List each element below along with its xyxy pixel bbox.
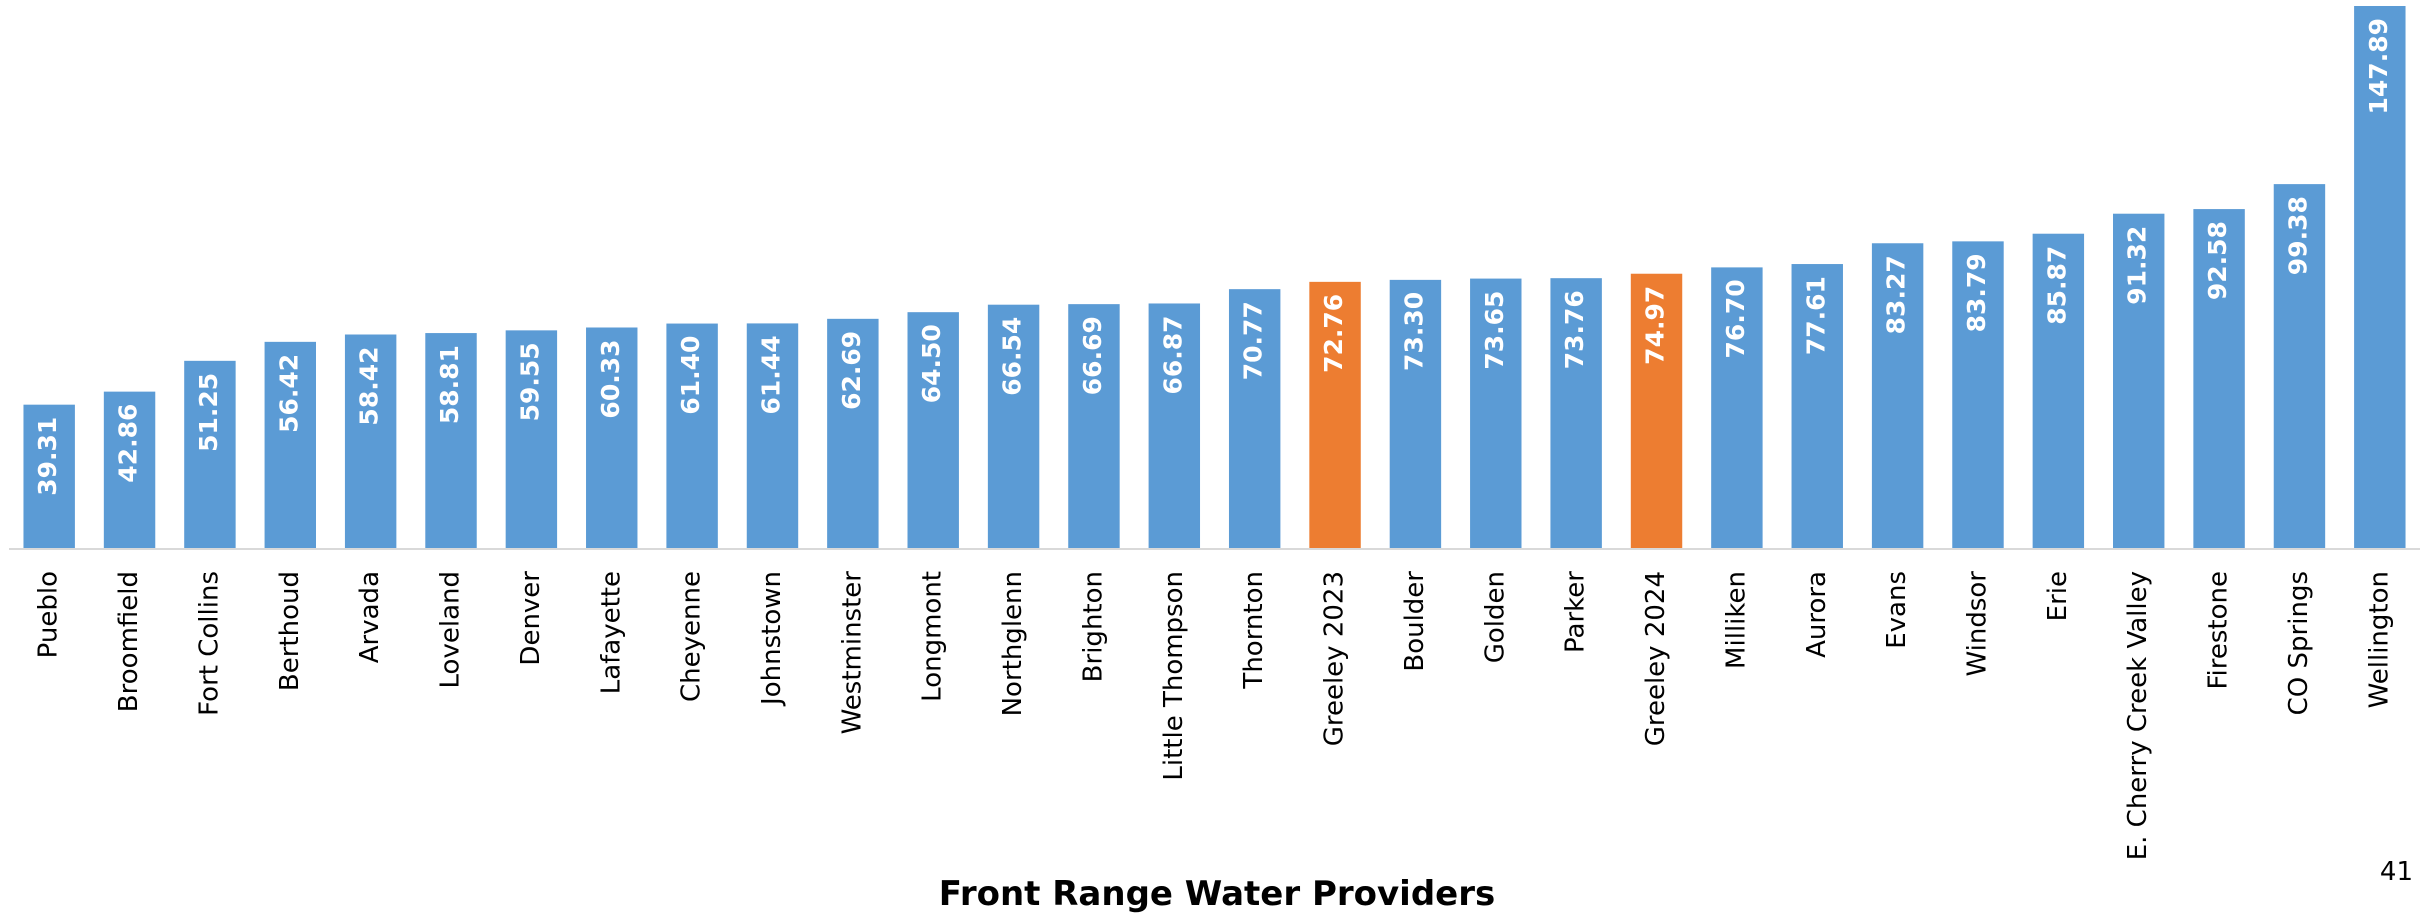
bar	[1791, 264, 1843, 549]
bar	[1871, 243, 1924, 549]
bar	[907, 312, 959, 549]
x-tick-label: CO Springs	[2284, 571, 2314, 715]
bar	[1148, 303, 1201, 549]
value-label: 66.69	[1078, 316, 1107, 395]
bar	[2032, 233, 2085, 549]
x-tick-label: Golden	[1480, 571, 1510, 663]
x-tick-label: Greeley 2023	[1320, 571, 1350, 746]
value-label: 56.42	[274, 354, 303, 433]
value-label: 70.77	[1239, 301, 1268, 380]
bar	[666, 323, 718, 549]
bar	[586, 327, 638, 549]
value-label: 91.32	[2123, 226, 2152, 305]
bar	[344, 334, 397, 549]
value-label: 42.86	[114, 404, 143, 483]
x-tick-label: Erie	[2043, 571, 2073, 621]
x-tick-label: Little Thompson	[1159, 571, 1189, 781]
value-label: 51.25	[194, 373, 223, 452]
value-label: 147.89	[2364, 18, 2393, 114]
value-label: 66.87	[1158, 315, 1187, 394]
value-label: 61.44	[756, 335, 785, 414]
bar	[1630, 273, 1683, 549]
bar	[425, 333, 477, 549]
value-label: 73.30	[1399, 292, 1428, 371]
value-label: 72.76	[1319, 294, 1348, 373]
bar	[1550, 278, 1602, 549]
x-tick-label: Milliken	[1721, 571, 1751, 669]
bar	[1952, 241, 2004, 549]
bar	[987, 304, 1040, 549]
x-tick-label: Westminster	[837, 571, 867, 735]
x-tick-label: Pueblo	[34, 571, 64, 658]
x-tick-label: Windsor	[1962, 571, 1992, 677]
value-label: 58.81	[435, 345, 464, 424]
bar	[1228, 289, 1281, 549]
x-tick-label: Northglenn	[998, 571, 1028, 716]
x-tick-label: Arvada	[355, 571, 385, 663]
value-label: 59.55	[515, 342, 544, 421]
bar	[103, 391, 156, 549]
value-label: 77.61	[1801, 276, 1830, 355]
bar	[2193, 209, 2245, 549]
value-label: 74.97	[1641, 286, 1670, 365]
x-tick-label: Johnstown	[757, 571, 787, 707]
bar	[505, 330, 558, 549]
value-label: 61.40	[676, 336, 705, 415]
value-label: 66.54	[998, 317, 1027, 396]
x-tick-label: Loveland	[436, 571, 466, 688]
bar	[2112, 213, 2165, 549]
x-tick-label: Brighton	[1078, 571, 1108, 682]
bar	[1309, 281, 1361, 549]
page-number: 41	[2380, 857, 2413, 887]
bar	[1711, 267, 1763, 549]
value-label: 92.58	[2203, 221, 2232, 300]
x-tick-label: Cheyenne	[677, 571, 707, 702]
value-label: 62.69	[837, 331, 866, 410]
value-label: 58.42	[355, 347, 384, 426]
x-tick-label: Parker	[1561, 571, 1591, 653]
value-label: 39.31	[33, 417, 62, 496]
x-tick-label: Longmont	[918, 571, 948, 702]
x-axis-title: Front Range Water Providers	[939, 874, 1495, 914]
value-label: 83.79	[1962, 253, 1991, 332]
value-label: 60.33	[596, 339, 625, 418]
bar	[1068, 304, 1120, 549]
x-tick-label: Firestone	[2204, 571, 2234, 690]
x-tick-label: Aurora	[1802, 571, 1832, 658]
bar	[23, 404, 75, 549]
value-label: 83.27	[1882, 255, 1911, 334]
bar	[2273, 184, 2326, 549]
x-tick-label: Wellington	[2364, 571, 2394, 708]
value-label: 99.38	[2283, 196, 2312, 275]
value-label: 64.50	[917, 324, 946, 403]
value-label: 73.65	[1480, 291, 1509, 370]
x-tick-label: Berthoud	[275, 571, 305, 691]
x-tick-label: E. Cherry Creek Valley	[2123, 571, 2153, 860]
bar	[184, 360, 236, 549]
x-tick-label: Broomfield	[114, 571, 144, 712]
x-tick-label: Thornton	[1239, 571, 1269, 690]
x-tick-label: Fort Collins	[194, 571, 224, 716]
value-label: 73.76	[1560, 290, 1589, 369]
bar	[1389, 279, 1442, 549]
bar	[1470, 278, 1522, 549]
x-tick-label: Lafayette	[596, 571, 626, 694]
x-tick-label: Boulder	[1400, 571, 1430, 672]
x-tick-label: Evans	[1882, 571, 1912, 649]
bar	[264, 341, 317, 549]
x-tick-label: Greeley 2024	[1641, 571, 1671, 746]
x-tick-label: Denver	[516, 571, 546, 666]
bar	[746, 323, 799, 549]
bar	[2354, 6, 2406, 549]
bar	[827, 318, 879, 549]
value-label: 85.87	[2042, 246, 2071, 325]
value-label: 76.70	[1721, 279, 1750, 358]
